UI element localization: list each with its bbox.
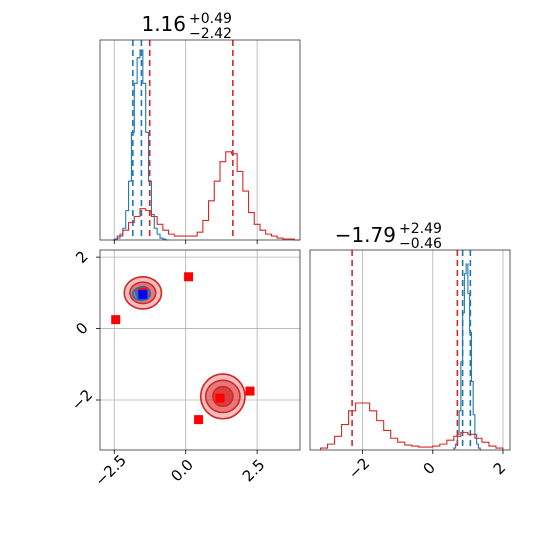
- top-left-title-value: 1.16: [141, 12, 186, 36]
- top-left-series: [111, 40, 300, 241]
- bottom-right-ticks: −2 0 2: [345, 450, 509, 483]
- bl-contour-1-0-0: [131, 286, 152, 302]
- bl-marker-0-5: [194, 415, 204, 425]
- bottom-right-series: [319, 250, 504, 451]
- tl-hist-series-0: [111, 49, 169, 241]
- bl-xtick-label-2: 2.5: [239, 456, 269, 486]
- br-xtick-label-0: −2: [345, 454, 373, 482]
- bl-marker-0-3: [215, 393, 225, 403]
- bl-marker-0-4: [245, 386, 255, 396]
- bottom-left-frame: [99, 249, 301, 451]
- top-left-title-plus: +0.49: [189, 11, 232, 27]
- bl-marker-0-1: [184, 272, 194, 282]
- top-left-title-minus: −2.42: [189, 26, 232, 42]
- bl-xtick-label-0: −2.5: [92, 451, 130, 489]
- bottom-right-frame: [309, 249, 511, 451]
- br-xtick-label-2: 2: [490, 459, 509, 478]
- bottom-right-title-plus: +2.49: [399, 221, 442, 237]
- bl-marker-1-0: [138, 290, 148, 300]
- top-left-frame: [99, 39, 301, 241]
- bl-marker-0-0: [111, 315, 121, 325]
- bl-xtick-label-1: 0.0: [167, 456, 197, 486]
- bottom-left-ticks: −2.5 0.0 2.5 2 0 −2: [68, 247, 269, 489]
- top-left-ticks: [113, 240, 258, 244]
- top-left-grid: [113, 40, 258, 240]
- br-hist-series-1: [319, 402, 504, 450]
- tl-hist-series-1: [111, 151, 300, 241]
- top-left-histogram-panel: 1.16 +0.49 −2.42: [99, 11, 301, 244]
- bottom-right-histogram-panel: −2 0 2 −1.79 +2.49 −0.46: [309, 221, 511, 483]
- bottom-right-title-value: −1.79: [335, 223, 396, 247]
- bottom-left-series: [111, 272, 255, 425]
- bottom-right-title-minus: −0.46: [399, 236, 442, 252]
- bottom-left-grid: [100, 250, 300, 450]
- bottom-right-grid: [362, 250, 504, 450]
- bl-ytick-label-2: −2: [68, 386, 96, 414]
- br-xtick-label-1: 0: [420, 459, 439, 478]
- bl-ytick-label-0: 2: [72, 247, 91, 266]
- bottom-left-contour-panel: −2.5 0.0 2.5 2 0 −2: [68, 247, 301, 490]
- bl-ytick-label-1: 0: [72, 319, 91, 338]
